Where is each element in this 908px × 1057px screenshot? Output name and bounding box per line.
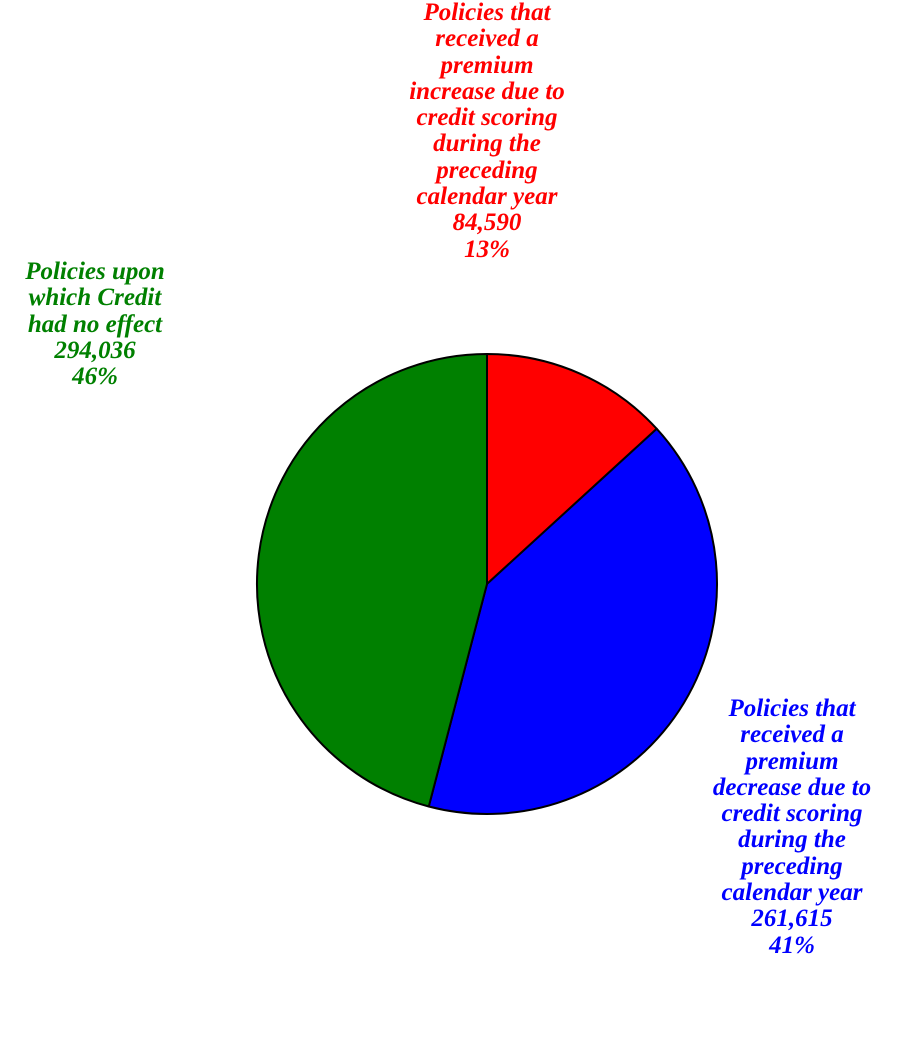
slice-value: 261,615 xyxy=(751,905,833,933)
label-line: during the xyxy=(738,826,846,854)
slice-value: 84,590 xyxy=(452,209,522,237)
label-line: Policies upon xyxy=(25,258,165,285)
label-line: credit scoring xyxy=(721,800,863,828)
label-line: Policies that xyxy=(423,0,551,26)
pie-slices xyxy=(255,353,718,815)
label-line: preceding xyxy=(436,156,538,184)
slice-increase xyxy=(486,353,658,585)
slice-percent: 41% xyxy=(769,931,815,959)
label-line: Policies that xyxy=(728,695,856,722)
label-line: preceding xyxy=(741,852,843,880)
label-line: increase due to xyxy=(409,77,565,105)
label-line: credit scoring xyxy=(416,104,558,132)
label-line: premium xyxy=(745,747,839,775)
label-line: calendar year xyxy=(721,879,863,907)
label-line: during the xyxy=(433,130,541,158)
slice-percent: 13% xyxy=(464,235,510,263)
label-line: which Credit xyxy=(28,284,162,312)
label-line: had no effect xyxy=(27,310,163,338)
label-line: received a xyxy=(740,721,844,749)
slice-label-increase: Policies that received a premium increas… xyxy=(409,0,565,263)
label-line: premium xyxy=(440,51,534,79)
slice-label-decrease: Policies that received a premium decreas… xyxy=(712,695,872,959)
label-line: decrease due to xyxy=(712,773,872,801)
slice-no-effect xyxy=(255,353,488,808)
slice-label-no-effect: Policies upon which Credit had no effect… xyxy=(25,258,165,391)
label-line: received a xyxy=(435,25,539,53)
slice-value: 294,036 xyxy=(54,336,136,364)
label-line: calendar year xyxy=(416,183,558,211)
slice-percent: 46% xyxy=(72,363,118,391)
slice-decrease xyxy=(427,427,718,815)
